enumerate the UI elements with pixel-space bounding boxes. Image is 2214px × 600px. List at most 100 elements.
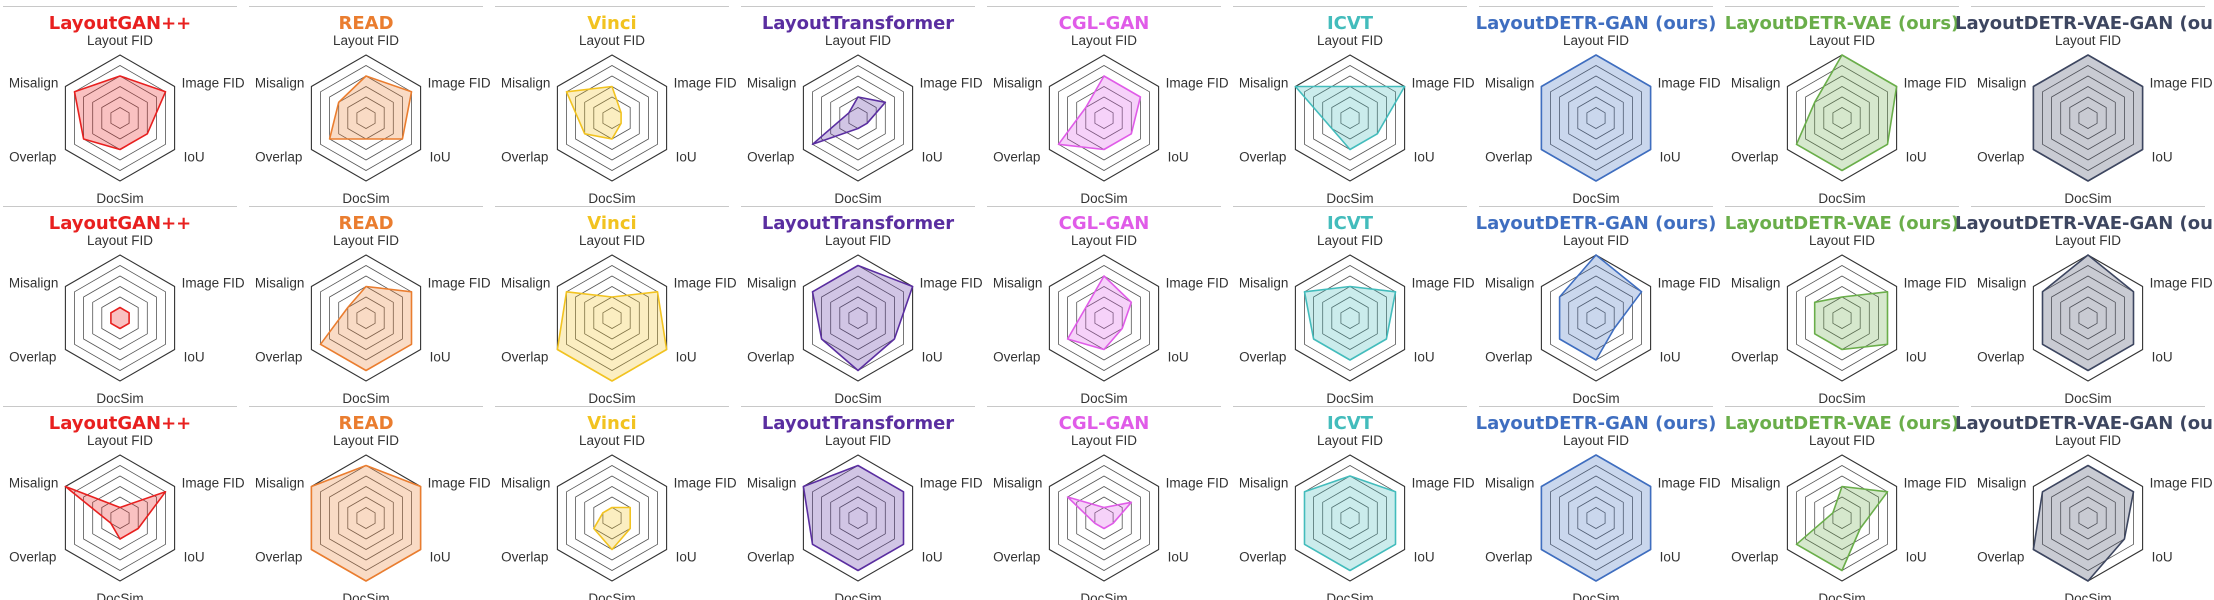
grid-ring — [2060, 86, 2116, 150]
axis-label-iou: IoU — [430, 150, 451, 165]
axis-label-misalign: Misalign — [1485, 476, 1535, 491]
panel-divider — [1479, 6, 1713, 7]
panel-divider — [1479, 206, 1713, 207]
panel-title: LayoutDETR-VAE-GAN (ours) — [1955, 413, 2214, 434]
panel-divider — [1971, 406, 2205, 407]
axis-label-layout-fid: Layout FID — [333, 33, 399, 48]
panel-divider — [741, 206, 975, 207]
axis-label-misalign: Misalign — [9, 476, 59, 491]
axis-label-overlap: Overlap — [1731, 150, 1778, 165]
axis-label-layout-fid: Layout FID — [1563, 233, 1629, 248]
axis-label-iou: IoU — [676, 350, 697, 365]
grid-ring — [2060, 286, 2116, 350]
axis-label-overlap: Overlap — [501, 350, 548, 365]
panel-title: LayoutDETR-GAN (ours) — [1475, 213, 1717, 234]
axis-label-misalign: Misalign — [1977, 276, 2027, 291]
panel-divider — [1233, 6, 1467, 7]
radar-svg: Layout FID Image FID IoU DocSim Overlap Misal… — [255, 33, 491, 206]
axis-label-image-fid: Image FID — [920, 276, 983, 291]
axis-label-layout-fid: Layout FID — [2055, 433, 2121, 448]
grid-ring — [2032, 254, 2144, 382]
data-area-layouttransformer — [802, 464, 905, 572]
grid-ring — [1322, 286, 1378, 350]
grid-ring — [329, 275, 403, 361]
grid-ring — [1067, 275, 1141, 361]
grid-ring — [1094, 307, 1114, 329]
grid-ring — [1823, 296, 1861, 340]
radar-panel-read-row-1: READ Layout FID Image FID IoU DocSim Overlap M… — [243, 0, 491, 206]
panel-title: READ — [338, 213, 394, 234]
axis-label-misalign: Misalign — [1731, 276, 1781, 291]
radar-panel-layoutdetr-vae-gan-ours-row-3: LayoutDETR-VAE-GAN (ours) Layout FID Image… — [1955, 400, 2214, 600]
radar-svg: Layout FID Image FID IoU DocSim Overlap Misal… — [255, 233, 491, 406]
data-area-layoutdetr-vae-ours — [1795, 485, 1889, 572]
data-area-layoutdetr-vae-gan-ours — [2032, 54, 2144, 182]
radar-panel-vinci-row-3: Vinci Layout FID Image FID IoU DocSim Overlap… — [489, 400, 737, 600]
axis-label-image-fid: Image FID — [2150, 76, 2213, 91]
radar-svg: Layout FID Image FID IoU DocSim Overlap Misal… — [1731, 433, 1967, 600]
axis-label-image-fid: Image FID — [182, 76, 245, 91]
axis-label-misalign: Misalign — [993, 276, 1043, 291]
panel-title: READ — [338, 413, 394, 434]
axis-label-misalign: Misalign — [747, 76, 797, 91]
axis-label-docsim: DocSim — [588, 591, 635, 600]
data-area-layouttransformer — [811, 96, 887, 146]
radar-panel-cgl-gan-row-1: CGL-GAN Layout FID Image FID IoU DocSim Overl… — [981, 0, 1229, 206]
grid-ring — [821, 75, 895, 161]
radar-panel-layoutgan-row-1: LayoutGAN++ Layout FID Image FID IoU DocSim O… — [0, 0, 245, 206]
axis-label-overlap: Overlap — [9, 350, 56, 365]
panel-divider — [741, 406, 975, 407]
grid-ring — [1340, 507, 1360, 529]
axis-label-overlap: Overlap — [1731, 550, 1778, 565]
axis-label-overlap: Overlap — [9, 150, 56, 165]
grid-ring — [1313, 475, 1387, 561]
axis-label-layout-fid: Layout FID — [1809, 33, 1875, 48]
grid-ring — [1085, 496, 1123, 540]
axis-label-misalign: Misalign — [993, 76, 1043, 91]
axis-label-layout-fid: Layout FID — [333, 233, 399, 248]
axis-label-image-fid: Image FID — [1904, 476, 1967, 491]
grid-ring — [1832, 307, 1852, 329]
grid-ring — [1331, 296, 1369, 340]
data-area-vinci — [593, 506, 631, 551]
panel-divider — [495, 406, 729, 407]
axis-label-iou: IoU — [1906, 150, 1927, 165]
axis-label-misalign: Misalign — [747, 476, 797, 491]
grid-ring — [556, 454, 668, 582]
grid-ring — [83, 475, 157, 561]
grid-ring — [821, 475, 895, 561]
radar-panel-read-row-3: READ Layout FID Image FID IoU DocSim Overlap M… — [243, 400, 491, 600]
grid-ring — [1577, 96, 1615, 140]
axis-label-overlap: Overlap — [255, 550, 302, 565]
grid-ring — [356, 307, 376, 329]
radar-panel-layouttransformer-row-1: LayoutTransformer Layout FID Image FID IoU D… — [735, 0, 983, 206]
axis-label-docsim: DocSim — [2064, 391, 2111, 406]
grid-ring — [830, 486, 886, 550]
data-area-read — [328, 75, 413, 140]
axis-label-docsim: DocSim — [1572, 391, 1619, 406]
axis-label-overlap: Overlap — [747, 550, 794, 565]
axis-label-iou: IoU — [1168, 550, 1189, 565]
axis-label-docsim: DocSim — [1326, 591, 1373, 600]
panel-divider — [1233, 206, 1467, 207]
grid-ring — [2069, 96, 2107, 140]
axis-label-misalign: Misalign — [747, 276, 797, 291]
panel-title: CGL-GAN — [1058, 13, 1150, 34]
grid-ring — [1550, 65, 1642, 171]
axis-label-misalign: Misalign — [1239, 476, 1289, 491]
axis-label-layout-fid: Layout FID — [579, 433, 645, 448]
grid-ring — [584, 286, 640, 350]
data-area-layoutdetr-gan-ours — [1558, 254, 1643, 361]
axis-label-iou: IoU — [676, 550, 697, 565]
axis-label-iou: IoU — [184, 550, 205, 565]
axis-label-iou: IoU — [1660, 150, 1681, 165]
panel-title: LayoutGAN++ — [48, 13, 192, 34]
axis-label-iou: IoU — [1168, 150, 1189, 165]
radar-panel-layoutdetr-vae-ours-row-1: LayoutDETR-VAE (ours) Layout FID Image FID… — [1719, 0, 1967, 206]
axis-label-iou: IoU — [2152, 150, 2173, 165]
grid-ring — [839, 96, 877, 140]
data-area-layoutdetr-gan-ours — [1540, 454, 1652, 582]
radar-svg: Layout FID Image FID IoU DocSim Overlap Misal… — [1239, 233, 1475, 406]
radar-svg: Layout FID Image FID IoU DocSim Overlap Misal… — [9, 433, 245, 600]
